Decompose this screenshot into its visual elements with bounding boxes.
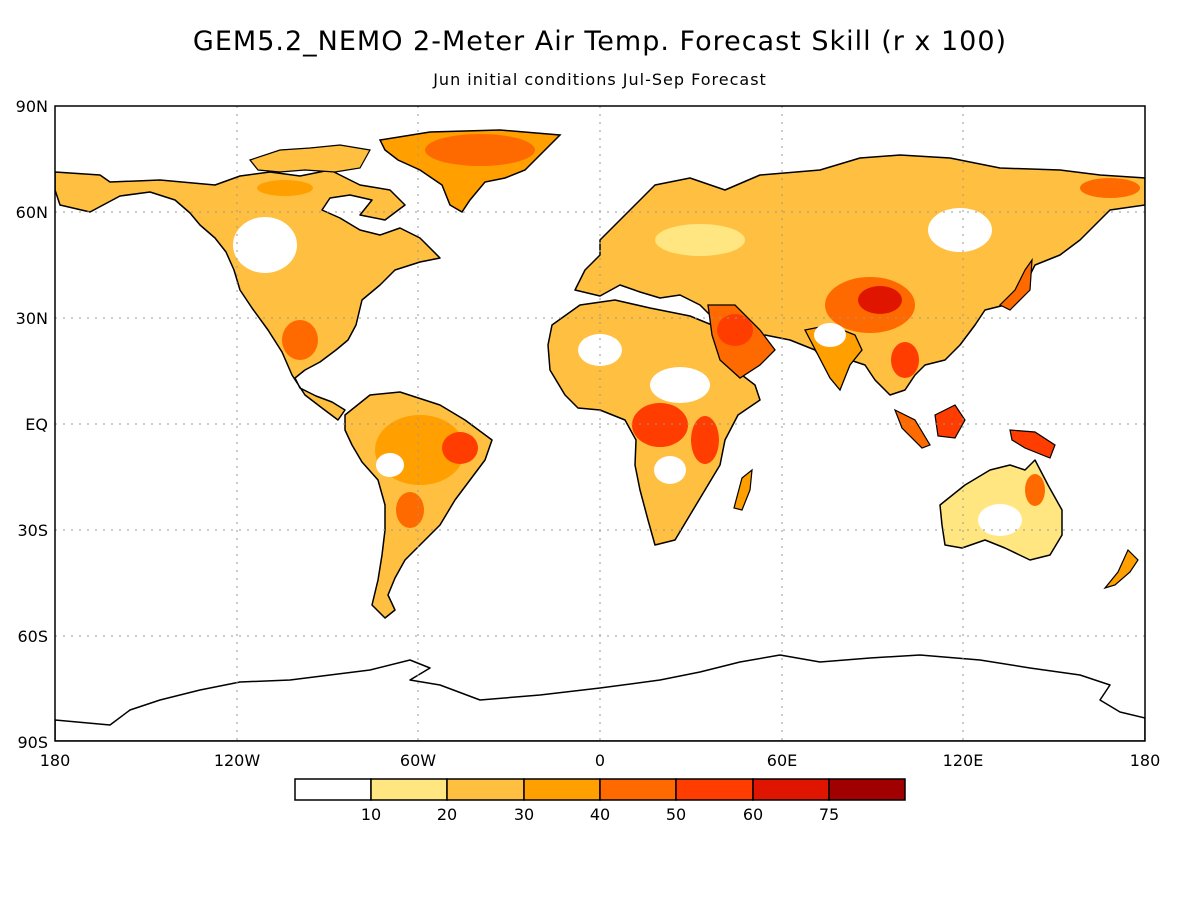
skill-blob-amazon-white bbox=[376, 453, 404, 477]
skill-blob-india-white bbox=[814, 323, 846, 347]
lon-label-60w: 60W bbox=[400, 751, 436, 770]
madagascar-landmass bbox=[733, 468, 753, 511]
skill-blob-mexico bbox=[282, 320, 318, 360]
skill-blob-australia-east bbox=[1025, 474, 1045, 506]
lon-label-180e: 180 bbox=[1130, 751, 1161, 770]
map-subtitle: Jun initial conditions Jul-Sep Forecast bbox=[433, 70, 767, 89]
colorbar-label-60: 60 bbox=[743, 805, 763, 824]
skill-blob-sahara-white bbox=[578, 334, 622, 366]
lon-label-180w: 180 bbox=[40, 751, 71, 770]
lon-label-120w: 120W bbox=[214, 751, 261, 770]
skill-blob-australia-white bbox=[978, 504, 1022, 536]
skill-blob-amazon-east bbox=[442, 432, 478, 464]
skill-blob-canada-white bbox=[233, 217, 297, 273]
skill-blob-sahel-white bbox=[650, 367, 710, 403]
lat-label-90s: 90S bbox=[17, 733, 48, 752]
lon-label-60e: 60E bbox=[767, 751, 797, 770]
skill-blob-east-africa bbox=[691, 416, 719, 464]
lat-label-90n: 90N bbox=[16, 97, 48, 116]
longitude-axis: 180 120W 60W 0 60E 120E 180 bbox=[40, 751, 1161, 770]
lat-label-30s: 30S bbox=[17, 521, 48, 540]
new-zealand-islands bbox=[1103, 548, 1139, 590]
map-title: GEM5.2_NEMO 2-Meter Air Temp. Forecast S… bbox=[192, 26, 1008, 57]
skill-blob-south-america-central bbox=[396, 492, 424, 528]
colorbar-box-4 bbox=[599, 778, 677, 801]
colorbar-label-20: 20 bbox=[437, 805, 457, 824]
lat-label-60s: 60S bbox=[17, 627, 48, 646]
lon-label-120e: 120E bbox=[943, 751, 984, 770]
skill-blob-far-east bbox=[1080, 178, 1140, 198]
skill-blob-russia-yellow bbox=[655, 224, 745, 256]
colorbar-label-50: 50 bbox=[666, 805, 686, 824]
colorbar-label-10: 10 bbox=[361, 805, 381, 824]
colorbar-label-40: 40 bbox=[590, 805, 610, 824]
colorbar-label-75: 75 bbox=[819, 805, 839, 824]
colorbar-box-7 bbox=[828, 778, 906, 801]
colorbar-box-1 bbox=[370, 778, 448, 801]
lat-label-60n: 60N bbox=[16, 203, 48, 222]
colorbar-box-0 bbox=[294, 778, 372, 801]
skill-blob-southern-africa-white bbox=[654, 456, 686, 484]
skill-blob-arabia-core bbox=[717, 314, 753, 346]
skill-blob-arctic-canada bbox=[257, 180, 313, 196]
colorbar-label-30: 30 bbox=[514, 805, 534, 824]
lat-label-30n: 30N bbox=[16, 309, 48, 328]
lon-label-0: 0 bbox=[595, 751, 605, 770]
colorbar: 10 20 30 40 50 60 75 bbox=[294, 778, 906, 824]
map-gridlines bbox=[55, 106, 1145, 741]
skill-blob-siberia-white bbox=[928, 208, 992, 252]
sumatra-island bbox=[893, 408, 931, 449]
colorbar-box-5 bbox=[675, 778, 754, 801]
japan-islands bbox=[998, 257, 1033, 311]
skill-blob-tibet-core bbox=[858, 286, 902, 314]
colorbar-box-2 bbox=[446, 778, 525, 801]
latitude-axis: 90N 60N 30N EQ 30S 60S 90S bbox=[16, 97, 48, 752]
borneo-island bbox=[934, 404, 966, 439]
skill-blob-indochina bbox=[891, 342, 919, 378]
map-frame bbox=[54, 105, 1146, 742]
canadian-archipelago bbox=[248, 144, 371, 173]
colorbar-box-3 bbox=[523, 778, 601, 801]
skill-anomaly-shading bbox=[233, 134, 1140, 536]
colorbar-box-6 bbox=[752, 778, 830, 801]
lat-label-eq: EQ bbox=[25, 415, 48, 434]
north-america-landmass bbox=[55, 169, 441, 421]
skill-blob-central-africa bbox=[632, 403, 688, 447]
new-guinea-island bbox=[1009, 429, 1056, 459]
skill-blob-greenland bbox=[425, 134, 535, 166]
